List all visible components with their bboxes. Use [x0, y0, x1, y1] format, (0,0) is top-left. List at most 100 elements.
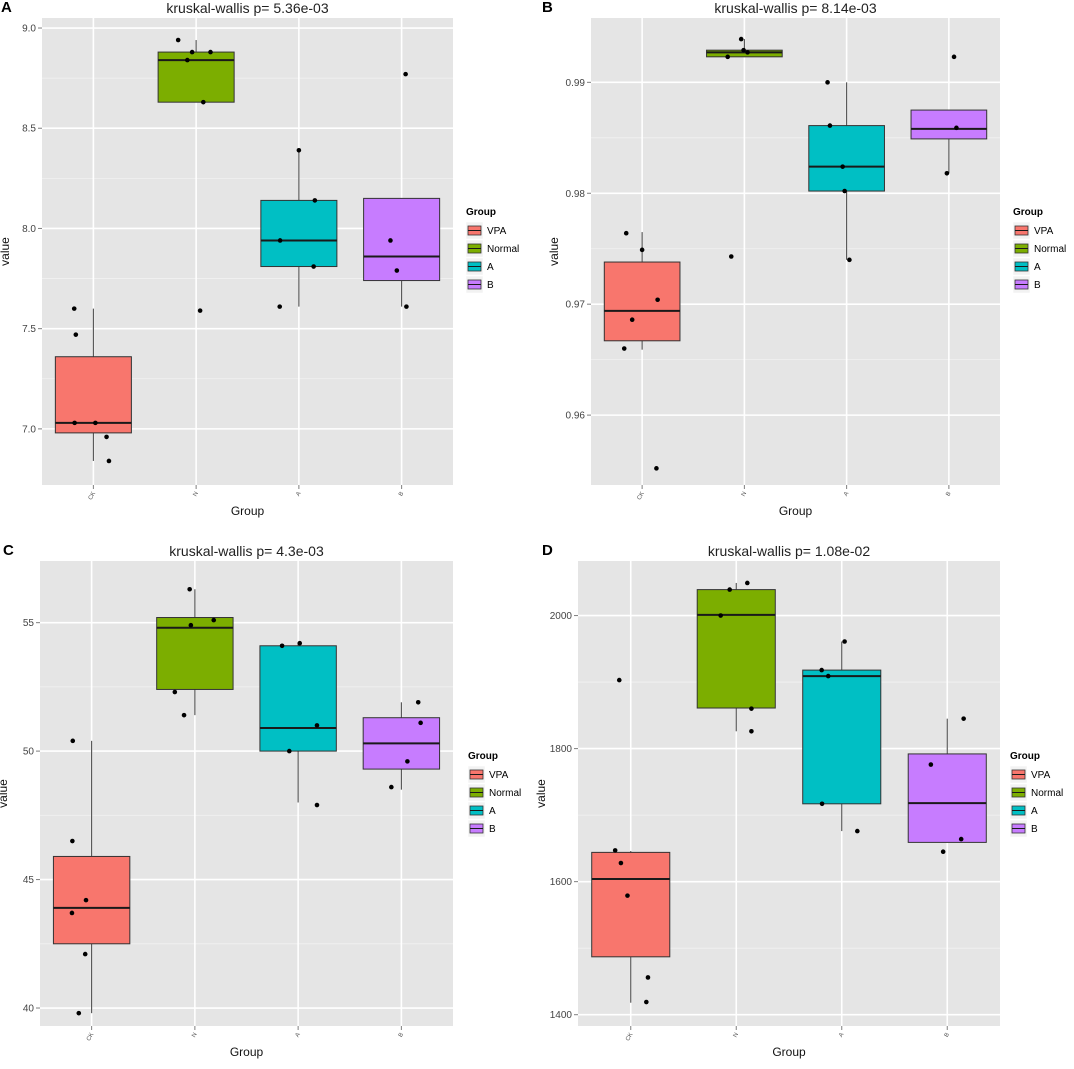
y-tick-label: 8.5 [22, 124, 36, 135]
legend-title: Group [466, 207, 496, 218]
legend-label: A [489, 806, 496, 817]
data-point [93, 420, 98, 426]
box-iqr [54, 356, 132, 434]
x-tick-label: A [838, 1032, 845, 1038]
x-tick-label: N [733, 1032, 740, 1039]
chart-title: kruskal-wallis p= 4.3e-03 [169, 543, 324, 559]
data-point [187, 586, 192, 592]
x-tick-label: B [945, 491, 952, 497]
data-point [70, 838, 75, 844]
y-tick-label: 0.96 [566, 411, 586, 422]
data-point [727, 587, 732, 592]
x-tick-label: N [191, 1032, 198, 1039]
y-tick-label: 0.98 [566, 189, 586, 200]
data-point [819, 801, 825, 807]
box-iqr [591, 851, 671, 958]
data-point [82, 951, 88, 957]
x-axis-title: Group [231, 504, 265, 518]
x-tick-label: CK [88, 491, 97, 501]
data-point [297, 640, 303, 646]
legend-label: VPA [1031, 770, 1051, 781]
data-point [749, 729, 754, 734]
data-point [827, 123, 833, 128]
x-axis-title: Group [230, 1045, 264, 1059]
data-point [71, 306, 77, 311]
box-vpa [52, 738, 131, 1016]
box-vpa [603, 230, 681, 471]
data-point [389, 784, 394, 790]
y-tick-label: 2000 [550, 611, 573, 622]
legend-label: VPA [489, 770, 509, 781]
data-point [718, 613, 723, 618]
data-point [855, 828, 860, 834]
box-iqr [52, 855, 131, 945]
data-point [208, 49, 213, 55]
data-point [185, 57, 190, 63]
data-point [211, 617, 217, 623]
data-point [83, 897, 89, 903]
box-iqr [808, 125, 885, 192]
box-vpa [54, 306, 132, 464]
legend: Group VPA Normal AB [1009, 751, 1063, 838]
x-tick-label: B [398, 491, 405, 497]
y-tick-label: 1400 [550, 1010, 573, 1021]
data-point [172, 689, 178, 695]
data-point [189, 49, 195, 55]
x-tick-label: N [192, 491, 199, 498]
data-point [73, 332, 79, 337]
data-point [175, 37, 181, 43]
data-point [728, 254, 734, 259]
y-tick-label: 55 [23, 618, 35, 629]
box-b [910, 54, 988, 176]
box-iqr [363, 197, 441, 282]
data-point [621, 346, 627, 351]
data-point [405, 759, 410, 764]
x-tick-label: A [295, 1032, 302, 1038]
legend-label: A [1031, 806, 1038, 817]
y-tick-label: 8.0 [22, 224, 36, 235]
data-point [958, 836, 964, 842]
box-a [808, 80, 885, 263]
y-axis-title: value [534, 779, 548, 808]
data-point [749, 706, 754, 711]
data-point [639, 247, 645, 253]
box-iqr [260, 199, 338, 268]
data-point [842, 188, 847, 194]
box-normal [696, 580, 776, 734]
box-iqr [696, 589, 776, 709]
chart-title: kruskal-wallis p= 1.08e-02 [708, 543, 870, 559]
legend-label: VPA [487, 226, 507, 237]
x-tick-label: A [295, 491, 302, 497]
data-point [745, 580, 750, 586]
box-iqr [259, 645, 337, 752]
chart-title: kruskal-wallis p= 5.36e-03 [166, 0, 328, 16]
data-point [928, 762, 934, 767]
legend-label: Normal [487, 244, 519, 255]
legend-label: B [1031, 824, 1038, 835]
x-tick-label: A [843, 491, 850, 497]
data-point [104, 434, 109, 440]
panel-letter: C [3, 542, 14, 559]
panel-letter: A [1, 0, 12, 16]
y-tick-label: 9.0 [22, 24, 36, 35]
y-tick-label: 7.0 [22, 424, 36, 435]
box-b [362, 699, 441, 790]
legend-label: Normal [1031, 788, 1063, 799]
box-b [363, 71, 441, 309]
box-normal [706, 36, 783, 259]
y-tick-label: 40 [23, 1004, 35, 1015]
box-b [907, 716, 987, 855]
data-point [404, 304, 409, 309]
y-tick-label: 0.97 [566, 300, 586, 311]
legend-title: Group [468, 751, 498, 762]
box-iqr [156, 617, 234, 690]
data-point [277, 304, 283, 309]
data-point [745, 50, 750, 55]
box-normal [156, 586, 234, 718]
x-tick-label: CK [625, 1032, 634, 1042]
legend-label: B [489, 824, 496, 835]
data-point [311, 264, 316, 269]
